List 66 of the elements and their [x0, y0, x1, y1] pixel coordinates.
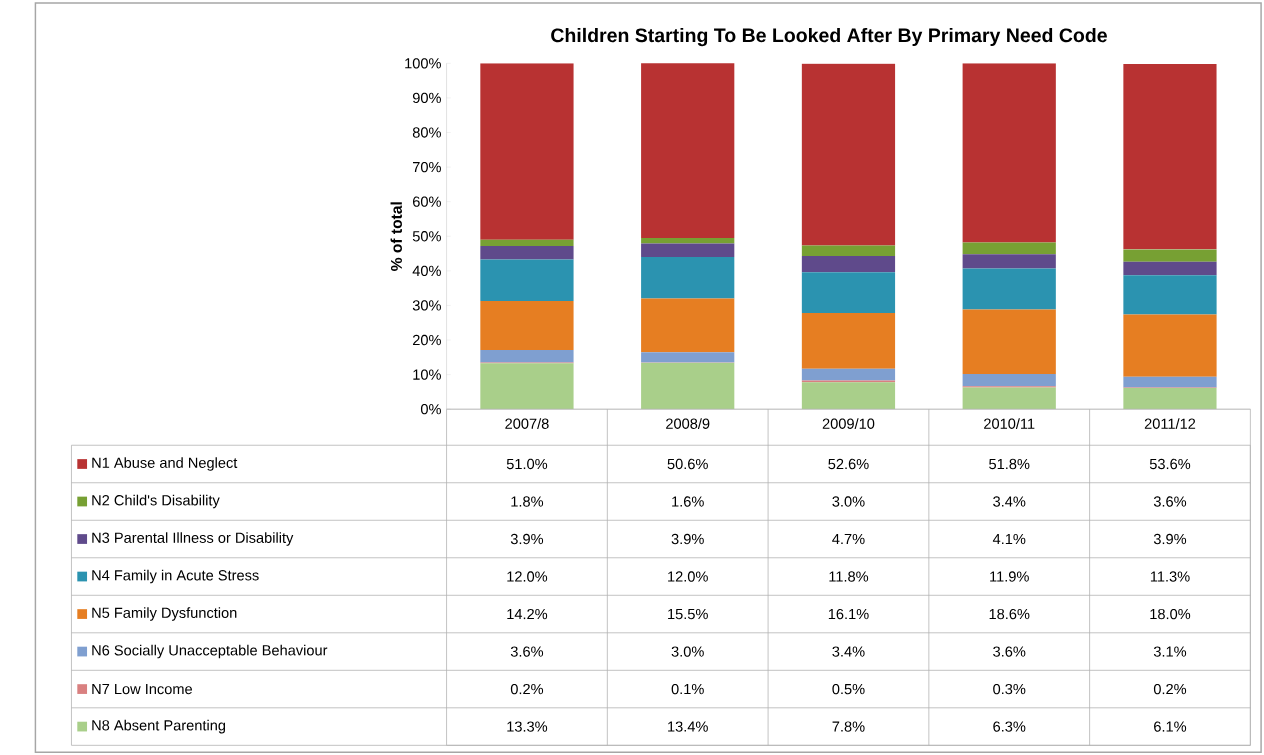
legend-label: N3 Parental Illness or Disability [92, 532, 294, 546]
x-tick-label: 2011/12 [1144, 418, 1196, 429]
data-label: 15.5% [668, 608, 708, 620]
y-tick-label: 70% [413, 161, 441, 173]
data-label: 11.9% [990, 571, 1029, 582]
data-label: 3.0% [671, 646, 704, 657]
data-label: 13.4% [668, 721, 708, 732]
y-tick-label: 90% [412, 92, 441, 104]
data-label: 3.6% [993, 646, 1026, 657]
data-label: 0.2% [510, 683, 544, 695]
data-label: 3.0% [832, 496, 865, 507]
data-label: 16.1% [828, 608, 869, 620]
data-label: 3.9% [1153, 533, 1187, 545]
y-tick-label: 0% [420, 404, 441, 415]
legend-label: N4 Family in Acute Stress [92, 569, 259, 584]
y-tick-label: 100% [405, 58, 441, 69]
data-label: 3.6% [510, 646, 544, 657]
data-label: 11.8% [829, 571, 869, 582]
y-tick-label: 40% [412, 265, 441, 276]
legend-label: N8 Absent Parenting [92, 719, 226, 734]
data-label: 3.9% [510, 533, 544, 545]
x-tick-label: 2009/10 [822, 418, 875, 429]
data-label: 4.7% [832, 533, 865, 545]
legend-label: N6 Socially Unacceptable Behaviour [92, 644, 328, 659]
data-label: 3.1% [1153, 646, 1187, 657]
data-label: 1.6% [672, 496, 704, 507]
data-label: 51.0% [506, 458, 548, 470]
data-label: 18.6% [989, 608, 1030, 620]
data-label: 4.1% [992, 533, 1026, 545]
data-label: 50.6% [667, 458, 708, 470]
data-label: 3.4% [832, 646, 865, 657]
data-label: 14.2% [507, 608, 548, 620]
data-label: 0.3% [993, 683, 1026, 695]
y-tick-label: 80% [412, 127, 441, 138]
x-tick-label: 2008/9 [666, 418, 710, 429]
data-label: 3.9% [671, 533, 704, 545]
y-tick-label: 30% [412, 300, 441, 311]
data-label: 0.5% [832, 683, 865, 695]
data-label: 1.8% [511, 496, 544, 507]
x-tick-label: 2010/11 [984, 418, 1035, 429]
data-label: 0.2% [1153, 683, 1187, 695]
legend-label: N5 Family Dysfunction [92, 607, 237, 621]
data-label: 52.6% [828, 458, 869, 470]
data-label: 11.3% [1150, 571, 1190, 582]
y-axis-title: % of total [390, 202, 402, 271]
data-label: 0.1% [671, 683, 704, 695]
data-label: 3.4% [993, 496, 1026, 507]
data-label: 7.8% [832, 721, 865, 732]
chart-title: Children Starting To Be Looked After By Primary Need Code [551, 27, 1107, 47]
data-label: 6.1% [1154, 721, 1187, 732]
data-label: 12.0% [507, 571, 548, 582]
y-tick-label: 60% [413, 196, 441, 207]
y-tick-label: 50% [412, 231, 441, 242]
data-label: 18.0% [1150, 608, 1191, 620]
data-label: 3.6% [1153, 496, 1187, 507]
x-tick-label: 2007/8 [505, 418, 549, 429]
data-label: 13.3% [507, 721, 548, 732]
data-label: 6.3% [993, 721, 1026, 732]
legend-label: N2 Child's Disability [92, 494, 220, 509]
y-tick-label: 10% [413, 369, 441, 380]
data-label: 12.0% [668, 571, 708, 582]
legend-label: N1 Abuse and Neglect [92, 457, 238, 471]
data-label: 51.8% [989, 458, 1030, 470]
legend-label: N7 Low Income [92, 683, 192, 695]
y-tick-label: 20% [412, 334, 441, 346]
data-label: 53.6% [1149, 458, 1191, 470]
